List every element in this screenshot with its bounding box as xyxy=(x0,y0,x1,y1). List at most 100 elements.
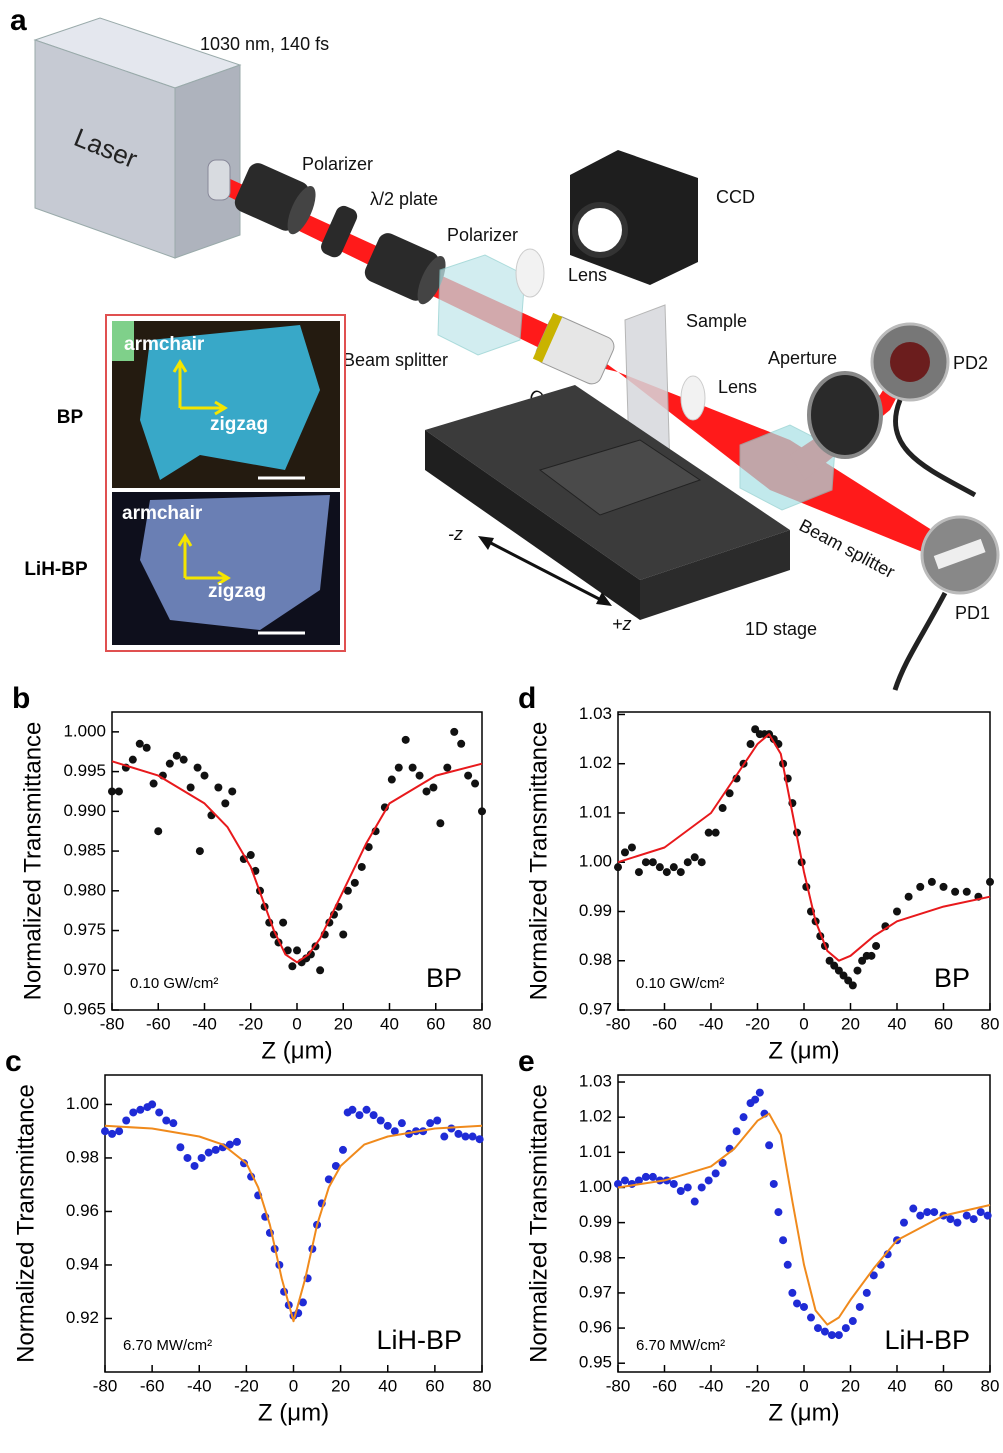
data-point xyxy=(977,1208,985,1216)
data-point xyxy=(436,819,444,827)
data-point xyxy=(115,787,123,795)
data-point xyxy=(129,1108,137,1116)
data-point xyxy=(923,1208,931,1216)
x-tick-label: 60 xyxy=(425,1376,444,1395)
beam-splitter-1-label: Beam splitter xyxy=(343,350,448,370)
data-point xyxy=(212,1146,220,1154)
x-tick-label: -60 xyxy=(652,1376,677,1395)
setup-diagram: a Laser 1030 nm, 140 fs Polarizer λ/2 pl… xyxy=(10,4,998,690)
beam-splitter-1 xyxy=(438,255,525,355)
y-tick-label: 0.98 xyxy=(579,950,612,969)
data-point xyxy=(464,772,472,780)
data-point xyxy=(712,829,720,837)
ccd-label: CCD xyxy=(716,187,755,207)
x-tick-label: 20 xyxy=(841,1376,860,1395)
fit-line xyxy=(618,734,990,961)
data-point xyxy=(363,1106,371,1114)
data-point xyxy=(946,1215,954,1223)
data-point xyxy=(863,1289,871,1297)
data-point xyxy=(194,764,202,772)
data-point xyxy=(779,1236,787,1244)
lih-bp-label: LiH-BP xyxy=(24,559,88,580)
data-point xyxy=(426,1119,434,1127)
data-point xyxy=(169,1119,177,1127)
data-point xyxy=(454,1130,462,1138)
y-tick-label: 0.975 xyxy=(63,920,106,939)
data-point xyxy=(670,1180,678,1188)
data-point xyxy=(469,1133,477,1141)
lih-zigzag: zigzag xyxy=(208,581,266,602)
data-point xyxy=(656,863,664,871)
sample-label: LiH-BP xyxy=(376,1325,462,1355)
annotation: 0.10 GW/cm² xyxy=(130,975,218,992)
data-point xyxy=(872,942,880,950)
data-point xyxy=(677,1187,685,1195)
data-point xyxy=(642,858,650,866)
annotation: 6.70 MW/cm² xyxy=(123,1337,212,1354)
data-point xyxy=(649,1173,657,1181)
data-point xyxy=(698,858,706,866)
data-point xyxy=(663,868,671,876)
data-point xyxy=(849,981,857,989)
data-point xyxy=(642,1173,650,1181)
data-point xyxy=(201,772,209,780)
data-point xyxy=(143,744,151,752)
lens-1 xyxy=(516,249,544,297)
data-point xyxy=(670,863,678,871)
data-point xyxy=(409,764,417,772)
data-point xyxy=(150,780,158,788)
data-point xyxy=(800,1303,808,1311)
data-point xyxy=(136,740,144,748)
y-tick-label: 0.995 xyxy=(63,761,106,780)
panel-label: a xyxy=(10,4,27,37)
data-point xyxy=(478,807,486,815)
x-tick-label: 0 xyxy=(799,1014,808,1033)
data-point xyxy=(228,787,236,795)
x-tick-label: 80 xyxy=(981,1376,1000,1395)
lih-armchair: armchair xyxy=(122,503,203,524)
data-point xyxy=(893,907,901,915)
data-point xyxy=(793,1299,801,1307)
data-point xyxy=(970,1215,978,1223)
x-tick-label: 20 xyxy=(331,1376,350,1395)
data-point xyxy=(476,1135,484,1143)
data-point xyxy=(853,967,861,975)
y-tick-label: 0.95 xyxy=(579,1353,612,1372)
data-point xyxy=(370,1111,378,1119)
data-point xyxy=(355,1111,363,1119)
aperture xyxy=(809,373,881,457)
y-tick-label: 1.00 xyxy=(66,1094,99,1113)
data-point xyxy=(214,783,222,791)
data-point xyxy=(814,1324,822,1332)
plus-z-label: +z xyxy=(612,614,632,634)
y-tick-label: 1.03 xyxy=(579,704,612,723)
data-point xyxy=(429,783,437,791)
data-point xyxy=(705,1176,713,1184)
data-point xyxy=(471,780,479,788)
data-point xyxy=(205,1149,213,1157)
x-axis-label: Z (μm) xyxy=(261,1037,332,1064)
data-point xyxy=(684,858,692,866)
data-point xyxy=(462,1133,470,1141)
data-point xyxy=(621,1176,629,1184)
polarizer-1-label: Polarizer xyxy=(302,154,373,174)
figure: a Laser 1030 nm, 140 fs Polarizer λ/2 pl… xyxy=(0,0,1003,1453)
half-wave-plate-label: λ/2 plate xyxy=(370,189,438,209)
sample-label: LiH-BP xyxy=(884,1325,970,1355)
data-point xyxy=(614,863,622,871)
annotation: 6.70 MW/cm² xyxy=(636,1337,725,1354)
data-point xyxy=(765,1141,773,1149)
x-tick-label: 20 xyxy=(334,1014,353,1033)
data-point xyxy=(440,1133,448,1141)
data-point xyxy=(129,756,137,764)
data-point xyxy=(986,878,994,886)
data-point xyxy=(293,946,301,954)
data-point xyxy=(358,863,366,871)
y-tick-label: 0.98 xyxy=(579,1247,612,1266)
data-point xyxy=(339,931,347,939)
panel-label: b xyxy=(12,682,30,715)
data-point xyxy=(402,736,410,744)
data-point xyxy=(101,1127,109,1135)
y-axis-label: Normalized Transmittance xyxy=(12,1084,39,1363)
